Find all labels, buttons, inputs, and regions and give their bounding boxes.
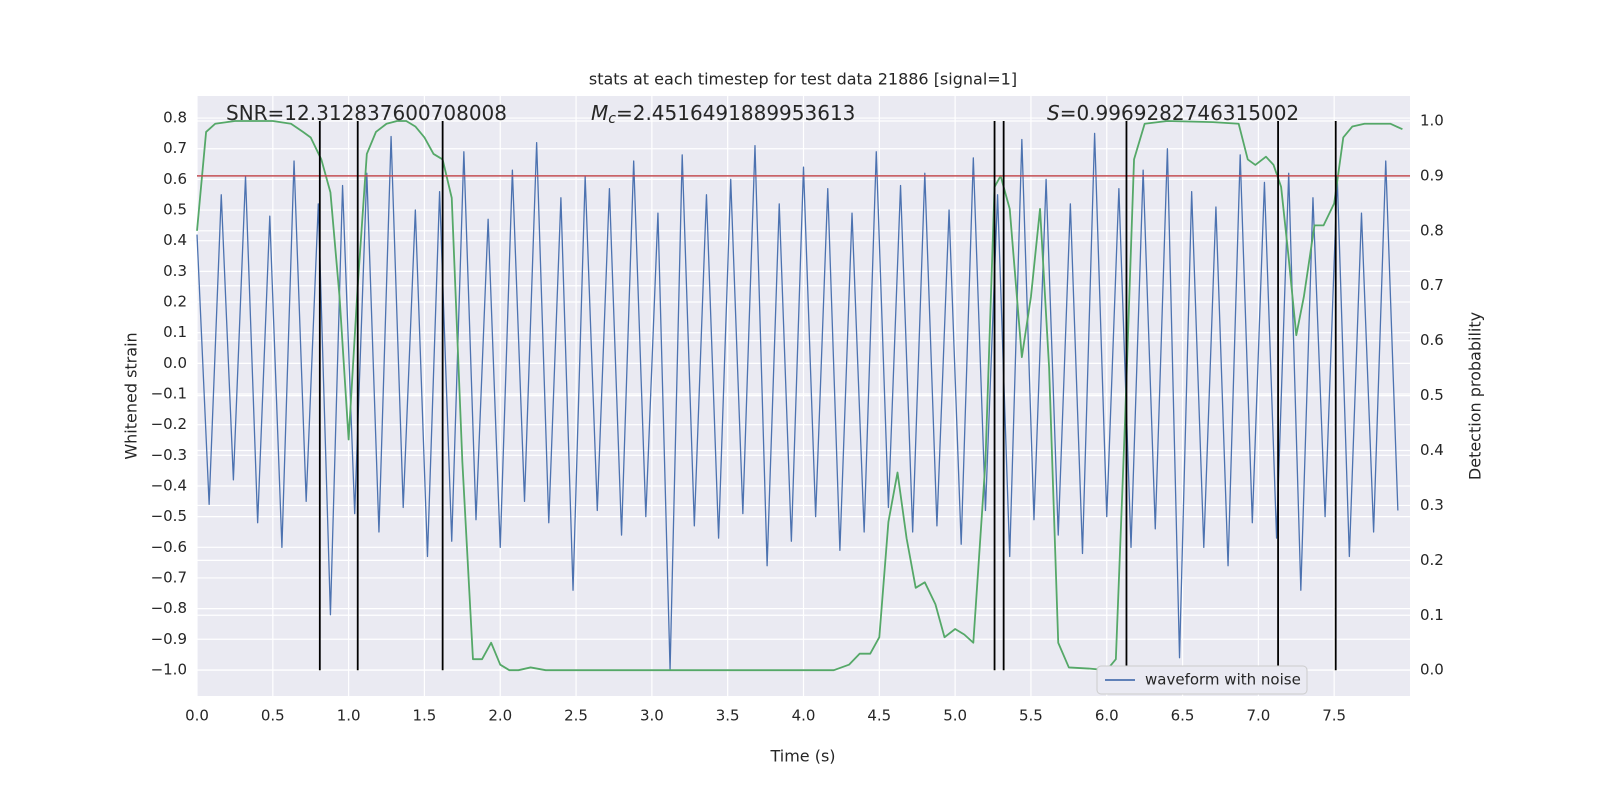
annotation-symbol: S (1047, 101, 1060, 125)
annotation: SNR=12.312837600708008 (226, 101, 507, 125)
y-tick-label: −0.5 (151, 507, 187, 525)
y2-tick-label: 0.0 (1420, 661, 1444, 679)
y-tick-label: 0.7 (163, 139, 187, 157)
x-tick-label: 6.5 (1171, 707, 1195, 725)
y2-tick-label: 0.3 (1420, 496, 1444, 514)
x-tick-label: 4.5 (867, 707, 891, 725)
x-tick-label: 2.5 (564, 707, 588, 725)
x-tick-label: 7.5 (1322, 707, 1346, 725)
y-tick-label: 0.0 (163, 354, 187, 372)
x-axis-label: Time (s) (769, 747, 835, 766)
y2-tick-label: 0.8 (1420, 221, 1444, 239)
legend-box (1096, 665, 1308, 695)
y-tick-label: −0.7 (151, 568, 187, 586)
y2-tick-label: 1.0 (1420, 111, 1444, 129)
y-tick-label: 0.5 (163, 201, 187, 219)
y-tick-label: −0.4 (151, 476, 187, 494)
y-tick-label: −0.2 (151, 415, 187, 433)
series-line (196, 120, 1403, 672)
y2-tick-label: 0.2 (1420, 551, 1444, 569)
y-tick-label: −0.6 (151, 538, 187, 556)
x-tick-label: 1.5 (413, 707, 437, 725)
series-line (196, 132, 1399, 671)
y-tick-label: 0.4 (163, 231, 187, 249)
y-tick-label: 0.1 (163, 323, 187, 341)
x-tick-label: 2.0 (488, 707, 512, 725)
x-tick-label: 7.0 (1246, 707, 1270, 725)
x-tick-label: 1.0 (337, 707, 361, 725)
y-tick-label: −0.9 (151, 630, 187, 648)
x-tick-label: 0.0 (185, 707, 209, 725)
x-tick-label: 3.0 (640, 707, 664, 725)
x-tick-label: 5.5 (1019, 707, 1043, 725)
y-tick-label: 0.6 (163, 170, 187, 188)
annotation: S=0.9969282746315002 (1047, 101, 1299, 125)
y2-tick-label: 0.7 (1420, 276, 1444, 294)
y-tick-label: −0.1 (151, 385, 187, 403)
y-tick-label: −0.3 (151, 446, 187, 464)
y-tick-label: −1.0 (151, 660, 187, 678)
y-tick-label: −0.8 (151, 599, 187, 617)
annotation: Mc=2.4516491889953613 (591, 101, 855, 128)
y-tick-label: 0.3 (163, 262, 187, 280)
y-axis-label: Whitened strain (122, 332, 141, 459)
legend-label: waveform with noise (1145, 671, 1301, 689)
y2-tick-label: 0.5 (1420, 386, 1444, 404)
y2-tick-label: 0.4 (1420, 441, 1444, 459)
x-tick-label: 5.0 (943, 707, 967, 725)
annotation-text: SNR=12.312837600708008 (226, 101, 507, 125)
y2-tick-label: 0.9 (1420, 166, 1444, 184)
annotation-symbol: M (591, 101, 608, 125)
y2-tick-label: 0.1 (1420, 606, 1444, 624)
x-tick-label: 3.5 (716, 707, 740, 725)
y2-axis-label: Detection probability (1466, 312, 1485, 480)
chart-title: stats at each timestep for test data 218… (589, 70, 1017, 89)
annotation-subscript: c (608, 111, 616, 127)
y-tick-label: 0.8 (163, 109, 187, 127)
annotation-text: =2.4516491889953613 (616, 101, 855, 125)
x-tick-label: 4.0 (792, 707, 816, 725)
x-tick-label: 6.0 (1095, 707, 1119, 725)
y-tick-label: 0.2 (163, 293, 187, 311)
x-tick-label: 0.5 (261, 707, 285, 725)
y2-tick-label: 0.6 (1420, 331, 1444, 349)
annotation-text: =0.9969282746315002 (1060, 101, 1299, 125)
